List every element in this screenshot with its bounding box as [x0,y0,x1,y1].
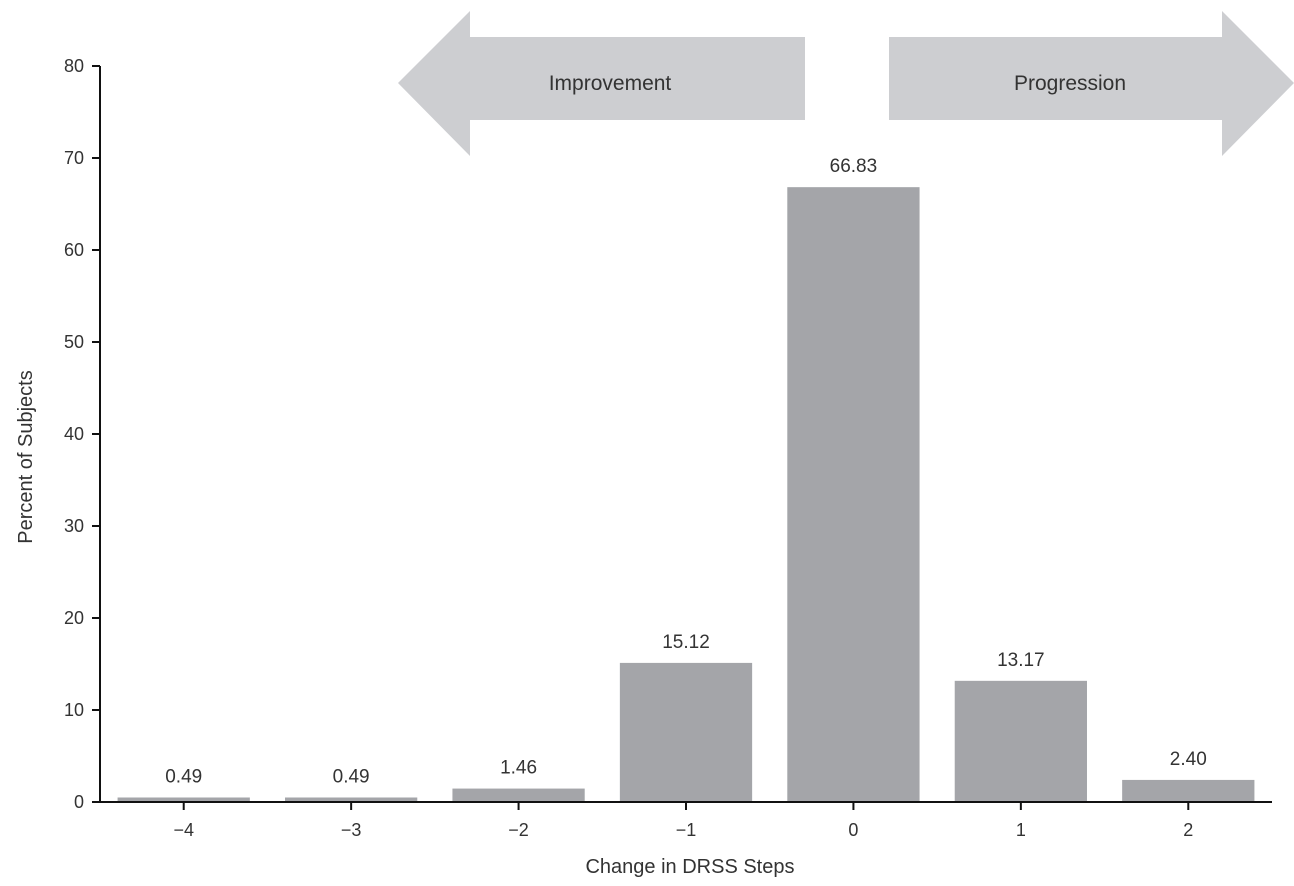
bar [787,187,920,802]
bar-value-label: 13.17 [997,650,1045,671]
x-axis-title: Change in DRSS Steps [585,856,794,878]
bar-value-label: 66.83 [830,156,878,177]
y-tick-label: 80 [64,56,84,76]
bar [619,662,753,802]
bar [954,680,1087,802]
bar-value-label: 2.40 [1170,749,1207,770]
y-axis: 0 10 20 30 40 50 60 70 80 [64,56,101,812]
progression-arrow: Progression [889,11,1294,156]
progression-arrow-shape [889,11,1294,156]
y-tick-label: 40 [64,424,84,444]
y-tick-label: 50 [64,332,84,352]
x-tick-label: 0 [848,820,858,840]
improvement-arrow-shape [398,11,805,156]
progression-label: Progression [1014,72,1126,95]
x-axis: −4 −3 −2 −1 0 1 2 [100,801,1272,840]
y-tick-label: 0 [74,792,84,812]
y-tick-label: 20 [64,608,84,628]
x-tick-label: 2 [1183,820,1193,840]
bars-group [117,187,1255,802]
x-tick-label: −3 [341,820,362,840]
bar [285,797,418,802]
bar-value-label: 0.49 [165,766,202,787]
bar-value-label: 1.46 [500,758,537,779]
bar-value-label: 15.12 [662,632,710,653]
y-tick-label: 10 [64,700,84,720]
x-tick-label: 1 [1016,820,1026,840]
y-tick-label: 70 [64,148,84,168]
y-tick-label: 30 [64,516,84,536]
bar [1122,779,1255,802]
x-tick-label: −2 [508,820,529,840]
bar-value-label: 0.49 [333,766,370,787]
x-tick-label: −4 [173,820,194,840]
y-axis-title: Percent of Subjects [15,370,37,543]
bar [452,788,585,802]
improvement-arrow: Improvement [398,11,805,156]
y-tick-label: 60 [64,240,84,260]
data-labels-group: 0.49 0.49 1.46 15.12 66.83 13.17 2.40 [165,156,1207,787]
x-tick-label: −1 [676,820,697,840]
improvement-label: Improvement [549,72,672,95]
bar [117,797,250,802]
